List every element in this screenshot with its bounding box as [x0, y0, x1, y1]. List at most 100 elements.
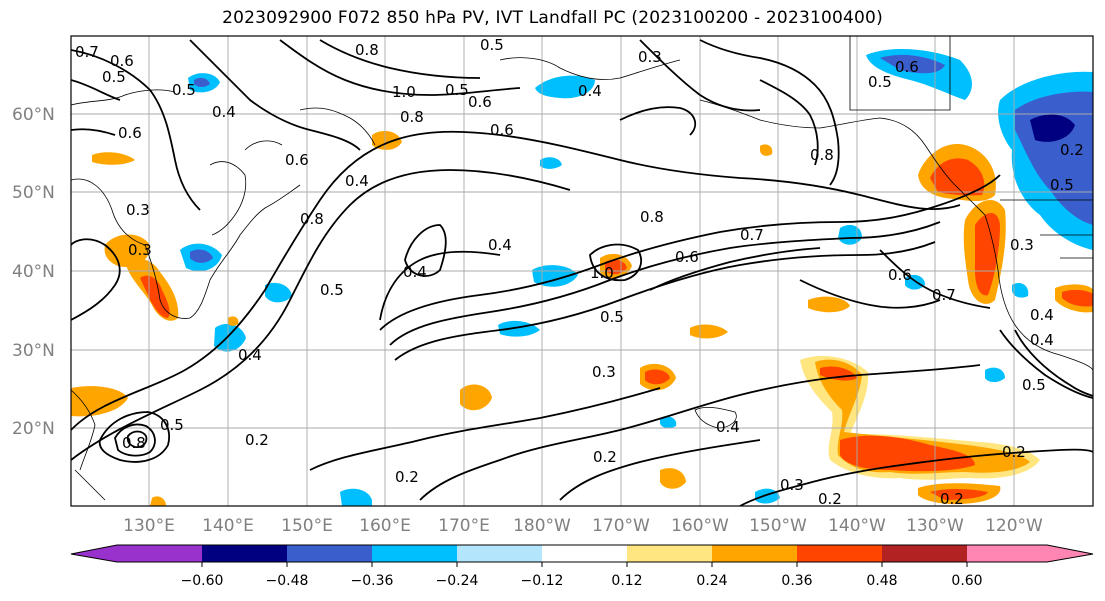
contour-labels: 0.7 0.6 0.5 0.5 0.8 0.5 0.3 1.0 0.5 0.4 … — [75, 36, 1084, 508]
contour-label: 0.5 — [320, 281, 344, 299]
colorbar-segment — [372, 545, 457, 562]
shaded-patch — [880, 54, 945, 74]
shaded-patch — [71, 386, 128, 417]
shaded-patch — [1030, 114, 1075, 142]
contour-label: 0.8 — [355, 41, 379, 59]
lon-label: 170°E — [438, 516, 490, 536]
contour-label: 0.4 — [238, 346, 262, 364]
shaded-patch — [372, 130, 402, 150]
shaded-patch — [808, 296, 850, 313]
shaded-patch — [930, 158, 985, 196]
shaded-patch — [820, 366, 858, 381]
contour-label: 0.6 — [468, 93, 492, 111]
shaded-patch — [460, 384, 492, 411]
contour-label: 0.2 — [1060, 141, 1084, 159]
contour-label: 0.2 — [245, 431, 269, 449]
contour-label: 0.4 — [1030, 331, 1054, 349]
contour-label: 0.7 — [75, 43, 99, 61]
lon-label: 130°E — [123, 516, 175, 536]
colorbar-segment — [627, 545, 712, 562]
contour-label: 0.2 — [940, 490, 964, 508]
lat-label: 40°N — [12, 262, 55, 282]
lon-label: 160°W — [671, 516, 729, 536]
contour-label: 0.7 — [740, 226, 764, 244]
longitude-labels: 130°E 140°E 150°E 160°E 170°E 180°W 170°… — [123, 516, 1043, 536]
colorbar-segment — [967, 545, 1047, 562]
shaded-patch — [340, 488, 372, 506]
colorbar-tick-label: −0.24 — [436, 573, 479, 589]
contour-label: 0.6 — [285, 151, 309, 169]
colorbar-segment — [117, 545, 202, 562]
shaded-patch — [140, 275, 170, 318]
contour-label: 0.4 — [1030, 306, 1054, 324]
lon-label: 130°W — [906, 516, 964, 536]
shaded-patch — [840, 435, 975, 472]
colorbar: −0.60 −0.48 −0.36 −0.24 −0.12 0.12 0.24 … — [70, 544, 1094, 589]
colorbar-under-triangle — [71, 545, 117, 562]
contour-label: 0.6 — [110, 52, 134, 70]
shaded-patch — [838, 225, 862, 245]
colorbar-segment — [797, 545, 882, 562]
contour-label: 0.6 — [675, 248, 699, 266]
shaded-patch — [660, 416, 677, 429]
colorbar-outline — [70, 544, 1094, 563]
contour-label: 0.6 — [895, 58, 919, 76]
colorbar-segment — [712, 545, 797, 562]
shaded-patch — [540, 157, 562, 169]
contour-label: 0.5 — [1022, 376, 1046, 394]
contour-label: 0.3 — [126, 201, 150, 219]
contour-label: 0.4 — [578, 82, 602, 100]
shaded-patch — [214, 323, 246, 352]
shaded-patch — [190, 249, 213, 263]
lat-label: 30°N — [12, 341, 55, 361]
colorbar-segment — [287, 545, 372, 562]
contour-label: 0.2 — [1002, 443, 1026, 461]
contour-label: 0.4 — [403, 263, 427, 281]
shaded-patch — [228, 316, 239, 326]
coastlines — [71, 36, 1093, 501]
contour-label: 0.4 — [716, 418, 740, 436]
colorbar-tick-label: 0.60 — [951, 573, 982, 589]
colorbar-segment — [542, 545, 627, 562]
contour-label: 0.5 — [172, 81, 196, 99]
contour-label: 0.2 — [818, 490, 842, 508]
map-panel: 0.7 0.6 0.5 0.5 0.8 0.5 0.3 1.0 0.5 0.4 … — [70, 35, 1094, 508]
contour-label: 0.4 — [212, 103, 236, 121]
shaded-patch — [535, 75, 595, 99]
contour-label: 0.4 — [488, 236, 512, 254]
pv-contours — [71, 39, 1093, 506]
contour-label: 0.8 — [810, 146, 834, 164]
lon-label: 120°W — [985, 516, 1043, 536]
colorbar-tick-label: −0.60 — [181, 573, 224, 589]
shaded-patch — [660, 468, 686, 489]
lat-label: 50°N — [12, 183, 55, 203]
shaded-patch — [92, 152, 135, 165]
colorbar-tick-label: −0.36 — [351, 573, 394, 589]
colorbar-tick-label: 0.24 — [696, 573, 727, 589]
contour-label: 0.3 — [592, 363, 616, 381]
colorbar-segment — [882, 545, 967, 562]
shaded-patch — [930, 489, 988, 500]
map-frame — [70, 35, 1094, 507]
latitude-labels: 60°N 50°N 40°N 30°N 20°N — [12, 105, 55, 439]
contour-label: 0.2 — [593, 448, 617, 466]
contour-label: 0.8 — [300, 210, 324, 228]
lon-label: 170°W — [592, 516, 650, 536]
colorbar-tick-label: 0.48 — [866, 573, 897, 589]
shaded-patch — [690, 324, 728, 339]
shaded-patch — [194, 77, 210, 87]
lon-label: 150°E — [281, 516, 333, 536]
lon-label: 160°E — [359, 516, 411, 536]
contour-label: 0.7 — [932, 286, 956, 304]
shaded-patch — [265, 282, 292, 303]
contour-label: 0.5 — [160, 416, 184, 434]
lon-label: 140°E — [202, 516, 254, 536]
shaded-patch — [1062, 289, 1093, 307]
shaded-patch — [905, 274, 925, 290]
colorbar-segment — [457, 545, 542, 562]
colorbar-over-triangle — [1047, 545, 1093, 562]
gridlines — [71, 36, 1093, 506]
lon-label: 140°W — [828, 516, 886, 536]
map-title: 2023092900 F072 850 hPa PV, IVT Landfall… — [222, 8, 883, 28]
contour-label: 0.6 — [118, 124, 142, 142]
